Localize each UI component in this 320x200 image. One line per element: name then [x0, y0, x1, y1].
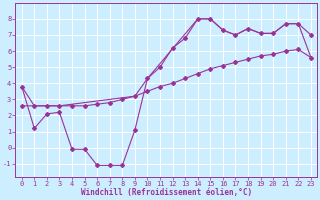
X-axis label: Windchill (Refroidissement éolien,°C): Windchill (Refroidissement éolien,°C) [81, 188, 252, 197]
